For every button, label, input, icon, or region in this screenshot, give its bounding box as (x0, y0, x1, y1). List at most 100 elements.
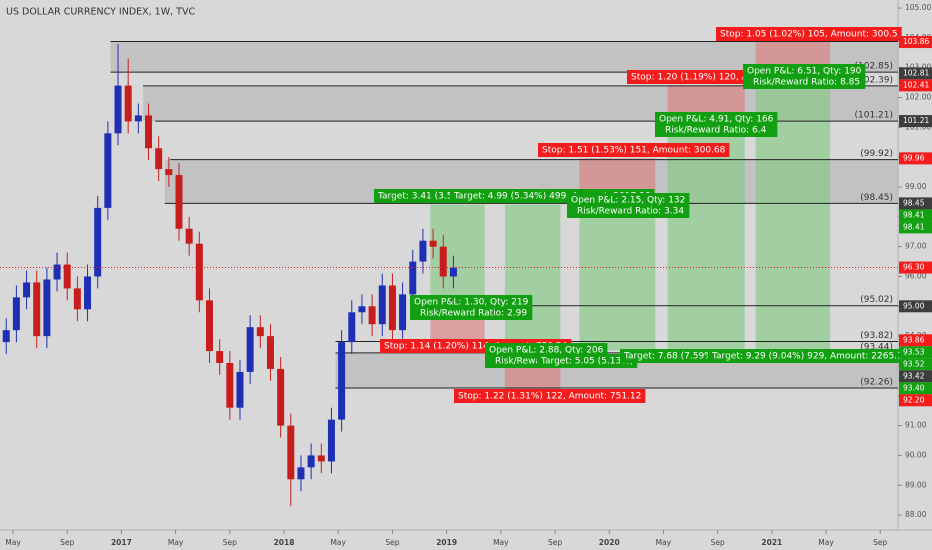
candle-body (145, 115, 153, 149)
candle-body (317, 455, 325, 462)
annotation-box (620, 349, 729, 363)
candle-body (358, 306, 366, 313)
candle-body (338, 342, 346, 420)
annotation-text: Open P&L: 1.30, Qty: 219 (414, 298, 529, 308)
price-label: 93.40 (903, 383, 925, 392)
last-price-label: 96.30 (903, 263, 925, 272)
price-label: 92.20 (903, 395, 925, 404)
target-zone (504, 204, 561, 354)
candle-body (256, 327, 264, 337)
x-tick-label: May (5, 538, 21, 547)
price-label-box (899, 209, 932, 222)
candle-body (388, 285, 396, 331)
level-label: (98.45) (860, 193, 893, 203)
candle-body (23, 282, 31, 298)
annotation-text: Open P&L: 6.51, Qty: 190 (747, 67, 862, 77)
annotation-text: Stop: 1.05 (1.02%) 105, Amount: 300.5 (720, 30, 898, 40)
candle-body (236, 371, 244, 408)
annotation-text: Stop: 1.20 (1.19%) 120, Amount: (631, 73, 780, 83)
candle-body (155, 148, 163, 170)
x-tick-label: Sep (548, 538, 562, 547)
annotation-text: Risk/Reward Ratio: 2.99 (420, 309, 527, 319)
candle-body (216, 351, 224, 363)
annotation-text: Stop: 1.14 (1.20%) 114, Amount: 750.34 (384, 342, 568, 352)
candle-body (53, 264, 61, 280)
target-zone (579, 203, 656, 351)
level-label: (102.85) (854, 62, 893, 72)
candle-body (419, 240, 427, 262)
y-tick-label: 97.00 (905, 242, 927, 251)
x-tick-label: 2018 (274, 538, 295, 547)
price-label-box (899, 197, 932, 210)
x-tick-label: 2021 (761, 538, 782, 547)
annotation-text: Risk/Reward Ratio: 3.34 (577, 207, 684, 217)
price-label-box (899, 382, 932, 395)
candle-body (266, 336, 274, 369)
annotation-text: Open P&L: 4.91, Qty: 166 (659, 115, 774, 125)
annotation-text: Open P&L: 2.15, Qty: 132 (571, 196, 685, 206)
x-tick-label: May (818, 538, 834, 547)
level-label: (93.44) (860, 342, 893, 352)
candle-body (287, 425, 295, 480)
x-tick-label: Sep (711, 538, 725, 547)
price-label: 93.42 (903, 371, 925, 380)
candle-body (399, 294, 407, 331)
price-label-box (899, 152, 932, 165)
y-tick-label: 90.00 (905, 450, 927, 459)
candle-body (185, 228, 193, 244)
price-label: 102.41 (903, 80, 929, 89)
price-label: 93.52 (903, 359, 925, 368)
annotation-box (410, 295, 533, 320)
x-tick-label: 2020 (599, 538, 620, 547)
x-tick-label: May (493, 538, 509, 547)
price-label: 95.00 (903, 301, 925, 310)
price-label-box (899, 394, 932, 407)
last-price-box (899, 261, 932, 274)
x-tick-label: 2017 (111, 538, 132, 547)
chart-title: US DOLLAR CURRENCY INDEX, 1W, TVC (6, 7, 195, 18)
price-label-box (899, 115, 932, 128)
annotation-text: Target: 3.41 (3.59 (377, 192, 458, 202)
annotation-box (538, 143, 730, 157)
candle-body (104, 133, 112, 208)
price-label: 103.86 (903, 37, 929, 46)
annotation-text: Target: 7.68 (7.59%) 7 (623, 352, 725, 362)
price-label-box (899, 346, 932, 359)
level-label: (101.21) (854, 111, 893, 121)
y-tick-label: 102.00 (905, 93, 931, 102)
target-zone (430, 204, 485, 307)
y-tick-label: 103.00 (905, 63, 931, 72)
candle-body (348, 312, 356, 343)
candle-body (378, 285, 386, 325)
price-label: 98.45 (903, 198, 925, 207)
price-label-box (899, 36, 932, 49)
level-label: (102.39) (854, 75, 893, 85)
y-tick-label: 105.00 (905, 3, 931, 12)
y-tick-label: 88.00 (905, 510, 927, 519)
price-label-box (899, 300, 932, 313)
candle-body (195, 243, 203, 301)
annotation-box (537, 354, 638, 368)
annotation-text: Target: 4.99 (5.34%) 499, Amount: 2017.0… (453, 192, 651, 202)
price-label-box (899, 221, 932, 234)
price-label-box (899, 334, 932, 347)
annotation-text: Open P&L: 2.88, Qty: 206 (489, 346, 604, 356)
annotation-text: Risk/Reward (495, 357, 550, 367)
y-tick-label: 96.00 (905, 271, 927, 280)
candle-body (84, 276, 92, 310)
annotation-box (655, 112, 778, 137)
price-label: 102.81 (903, 68, 929, 77)
annotation-text: Stop: 1.22 (1.31%) 122, Amount: 751.12 (458, 392, 641, 402)
price-label: 93.53 (903, 347, 925, 356)
y-tick-label: 91.00 (905, 421, 927, 430)
candle-body (114, 85, 122, 134)
candle-body (73, 288, 81, 310)
level-label: (93.82) (860, 331, 893, 341)
x-tick-label: 2019 (436, 538, 457, 547)
price-label-box (899, 67, 932, 80)
candle-body (226, 362, 234, 408)
x-tick-label: Sep (223, 538, 237, 547)
annotation-text: Target: 5.05 (5.13%) (540, 357, 633, 367)
